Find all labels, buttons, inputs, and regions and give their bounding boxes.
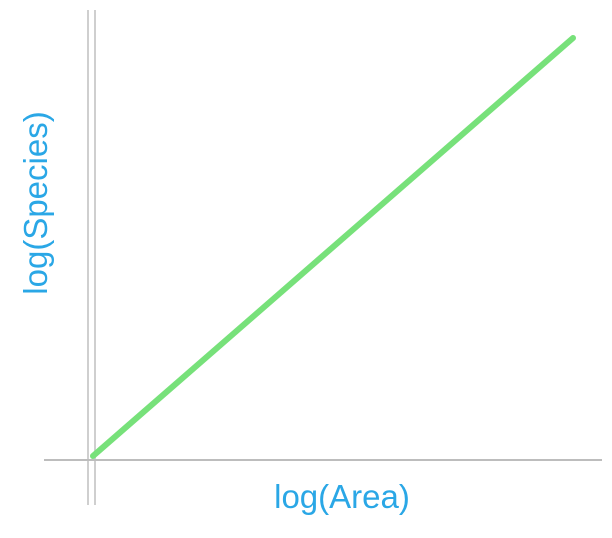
series-layer <box>90 35 576 459</box>
y-axis <box>87 10 96 505</box>
y-axis-label: log(Species) <box>17 111 54 294</box>
x-axis-label: log(Area) <box>274 478 410 515</box>
series-line-0 <box>90 35 576 459</box>
